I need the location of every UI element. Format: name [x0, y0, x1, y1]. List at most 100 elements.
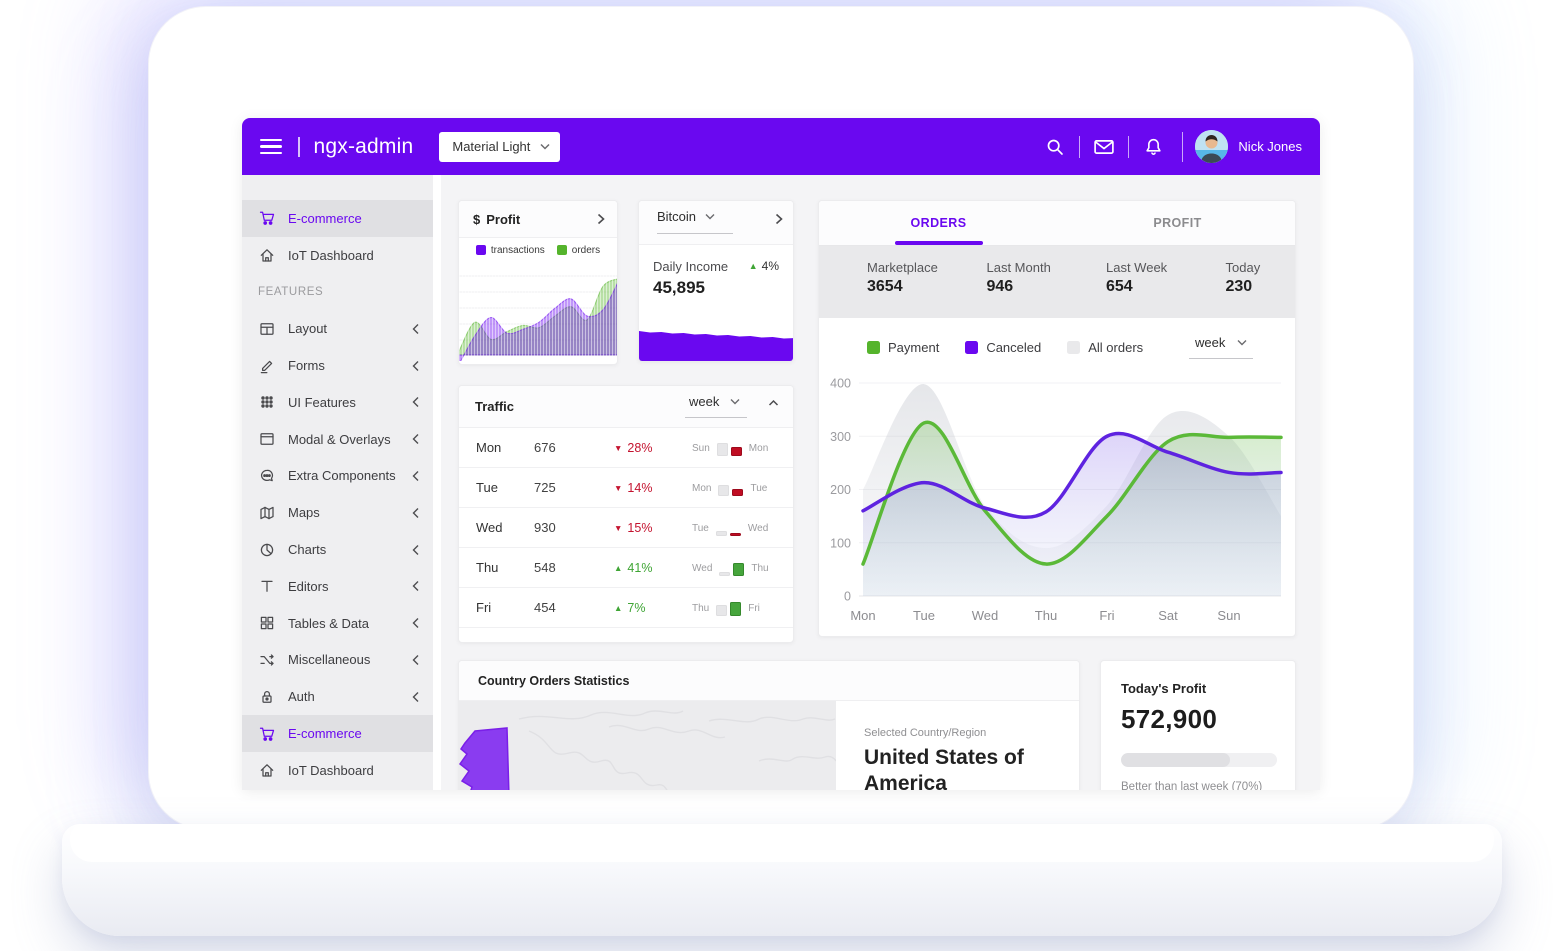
- legend-swatch: [965, 340, 979, 354]
- legend-label: Canceled: [986, 339, 1042, 355]
- pie-chart-icon: [258, 541, 275, 558]
- compare-prev-day: Wed: [692, 562, 713, 574]
- chevron-right-icon[interactable]: [775, 213, 783, 225]
- stat-label: Today: [1225, 260, 1261, 275]
- triangle-up-icon: ▲: [614, 562, 623, 573]
- tab-orders[interactable]: ORDERS: [819, 201, 1058, 245]
- theme-select[interactable]: Material Light: [439, 131, 561, 162]
- dashboard-window: ngx-admin Material Light: [242, 118, 1320, 790]
- selected-country-name: United States of America: [864, 746, 1024, 790]
- sidebar-item-iot-dashboard[interactable]: IoT Dashboard: [242, 752, 433, 789]
- svg-text:Tue: Tue: [913, 608, 935, 623]
- sidebar-item-iot-dashboard[interactable]: IoT Dashboard: [242, 237, 433, 274]
- chat-icon: [258, 467, 275, 484]
- chevron-left-icon: [411, 507, 420, 519]
- profit-progress-fill: [1121, 753, 1231, 767]
- todays-profit-title: Today's Profit: [1121, 681, 1207, 696]
- profit-chart: [459, 262, 617, 361]
- stat-value: 654: [1106, 278, 1133, 295]
- orders-period-select[interactable]: week: [1189, 335, 1253, 359]
- legend-swatch: [475, 245, 486, 255]
- triangle-up-icon: ▲: [614, 602, 623, 613]
- traffic-rows: Mon 676 ▼ 28% Sun Mon Tue 725 ▼ 14% Mon Tue Wed 930 ▼ 1…: [459, 428, 793, 628]
- traffic-row-mon: Mon 676 ▼ 28% Sun Mon: [459, 428, 793, 468]
- compare-bars: [715, 520, 741, 536]
- sidebar-item-charts[interactable]: Charts: [242, 531, 433, 568]
- traffic-day: Tue: [476, 480, 498, 495]
- bitcoin-metric-row: Daily Income ▲ 4%: [639, 245, 793, 274]
- sidebar-scrollbar[interactable]: [433, 175, 441, 790]
- sidebar-item-forms[interactable]: Forms: [242, 347, 433, 384]
- traffic-delta-value: 41%: [627, 560, 653, 575]
- sidebar-item-e-commerce[interactable]: E-commerce: [242, 200, 433, 237]
- sidebar-item-miscellaneous[interactable]: Miscellaneous: [242, 642, 433, 679]
- chevron-left-icon: [411, 396, 420, 408]
- collapse-icon[interactable]: [768, 399, 779, 407]
- svg-text:Thu: Thu: [1035, 608, 1057, 623]
- triangle-down-icon: ▼: [614, 482, 623, 493]
- sidebar-item-modal-overlays[interactable]: Modal & Overlays: [242, 421, 433, 458]
- sidebar-item-e-commerce[interactable]: E-commerce: [242, 715, 433, 752]
- country-card-title: Country Orders Statistics: [478, 673, 630, 688]
- daily-income-value: 45,895: [653, 278, 705, 297]
- chevron-right-icon[interactable]: [597, 213, 605, 225]
- svg-text:Fri: Fri: [1099, 608, 1114, 623]
- traffic-compare: Sun Mon: [692, 440, 768, 456]
- sidebar-item-label: Layout: [288, 321, 328, 337]
- chevron-left-icon: [411, 544, 420, 556]
- triangle-down-icon: ▼: [614, 442, 623, 453]
- orders-legend-row: Payment Canceled All orders week: [819, 318, 1295, 376]
- profit-legend: transactions orders: [459, 238, 617, 262]
- dollar-icon: $: [473, 211, 481, 227]
- legend-item-transactions: transactions: [475, 245, 545, 256]
- search-icon[interactable]: [1038, 135, 1072, 159]
- traffic-delta: ▲ 41%: [614, 561, 690, 575]
- laptop-base-lip: [70, 824, 1494, 862]
- currency-select[interactable]: Bitcoin: [657, 209, 733, 234]
- avatar[interactable]: [1195, 130, 1229, 163]
- legend-label: orders: [571, 244, 601, 256]
- tab-profit[interactable]: PROFIT: [1153, 216, 1202, 230]
- selected-country-label: Selected Country/Region: [864, 727, 987, 739]
- compare-bars: [716, 600, 742, 616]
- email-icon[interactable]: [1087, 135, 1121, 159]
- bell-icon[interactable]: [1136, 135, 1170, 159]
- legend-label: All orders: [1088, 339, 1144, 355]
- user-name[interactable]: Nick Jones: [1238, 139, 1302, 154]
- chevron-left-icon: [411, 691, 420, 703]
- sidebar-item-maps[interactable]: Maps: [242, 494, 433, 531]
- stat-value: 3654: [867, 278, 903, 295]
- sidebar-item-extra-components[interactable]: Extra Components: [242, 458, 433, 495]
- sidebar-item-label: IoT Dashboard: [288, 247, 374, 263]
- traffic-day: Thu: [476, 560, 499, 575]
- sidebar-item-tables-data[interactable]: Tables & Data: [242, 605, 433, 642]
- sidebar-item-label: Forms: [288, 358, 325, 374]
- sidebar-item-auth[interactable]: Auth: [242, 678, 433, 715]
- edit-icon: [258, 357, 275, 374]
- orders-legend: Payment Canceled All orders: [819, 340, 1143, 355]
- traffic-title: Traffic: [475, 399, 515, 414]
- layout-icon: [258, 320, 275, 337]
- sidebar-item-label: Editors: [288, 578, 329, 594]
- compare-prev-day: Tue: [692, 522, 709, 534]
- compare-prev-bar: [715, 530, 727, 536]
- compare-prev-bar: [716, 604, 728, 616]
- traffic-delta: ▼ 15%: [614, 521, 690, 535]
- sidebar-item-layout[interactable]: Layout: [242, 310, 433, 347]
- chevron-left-icon: [411, 360, 420, 372]
- browser-icon: [258, 431, 275, 448]
- sidebar-item-ui-features[interactable]: UI Features: [242, 384, 433, 421]
- compare-next-day: Tue: [750, 482, 768, 494]
- header-right: Nick Jones: [1038, 130, 1302, 163]
- svg-text:200: 200: [830, 483, 851, 497]
- app-logo[interactable]: ngx-admin: [313, 134, 414, 158]
- currency-select-value: Bitcoin: [657, 209, 697, 224]
- profit-progress-bar: [1121, 753, 1277, 767]
- stat-last-month: Last Month 946: [939, 246, 1059, 318]
- menu-toggle-icon[interactable]: [260, 138, 282, 155]
- world-map[interactable]: [459, 701, 836, 790]
- traffic-period-select[interactable]: week: [685, 394, 747, 418]
- traffic-value: 676: [534, 440, 556, 455]
- sidebar-item-editors[interactable]: Editors: [242, 568, 433, 605]
